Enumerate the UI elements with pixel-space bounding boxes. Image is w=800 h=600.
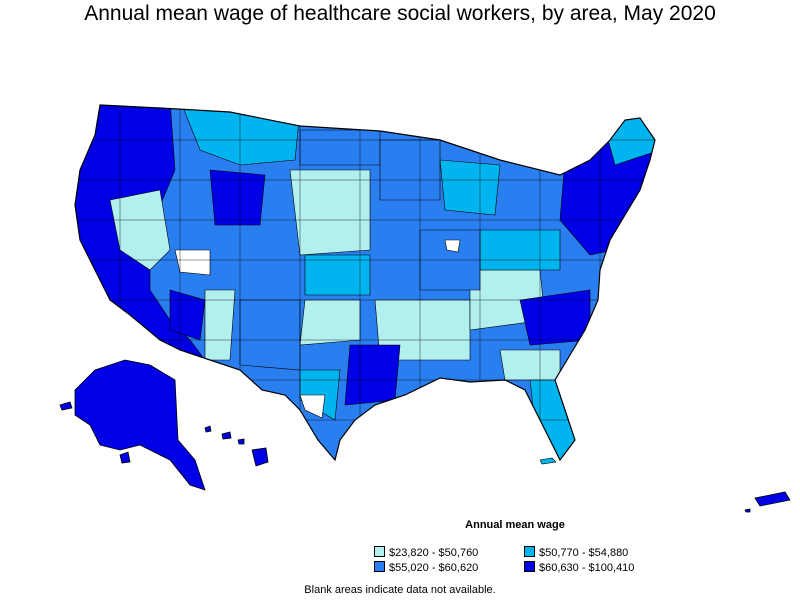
legend-item-mid-low: $50,770 - $54,880	[524, 546, 628, 559]
legend-swatch	[524, 546, 535, 557]
florida-keys	[539, 457, 557, 465]
region	[479, 229, 561, 271]
map-title: Annual mean wage of healthcare social wo…	[84, 2, 716, 25]
region	[299, 129, 381, 166]
blank-area	[299, 394, 326, 419]
legend-swatch	[374, 561, 385, 572]
region	[304, 254, 371, 296]
legend-title: Annual mean wage	[465, 519, 565, 531]
region	[344, 344, 401, 406]
legend-item-high: $60,630 - $100,410	[524, 561, 634, 574]
puerto-rico	[744, 491, 791, 513]
legend-label: $60,630 - $100,410	[539, 562, 635, 574]
legend-label: $23,820 - $50,760	[389, 547, 479, 559]
region	[204, 289, 236, 361]
region	[519, 289, 591, 346]
alaska	[59, 359, 206, 491]
region	[499, 349, 561, 381]
blank-area	[444, 239, 461, 253]
legend-item-low: $23,820 - $50,760	[374, 546, 478, 559]
hawaii	[204, 425, 269, 467]
legend-label: $55,020 - $60,620	[389, 562, 479, 574]
region	[439, 159, 501, 216]
region	[529, 379, 581, 460]
conus-outline	[74, 104, 656, 462]
blank-area	[174, 249, 211, 276]
region	[299, 299, 361, 346]
region	[209, 169, 266, 226]
legend-item-mid-high: $55,020 - $60,620	[374, 561, 478, 574]
legend-swatch	[524, 561, 535, 572]
blank-areas-note: Blank areas indicate data not available.	[304, 584, 496, 596]
legend-label: $50,770 - $54,880	[539, 547, 629, 559]
region	[289, 169, 371, 256]
region	[239, 299, 301, 371]
region	[379, 139, 441, 201]
legend-swatch	[374, 546, 385, 557]
